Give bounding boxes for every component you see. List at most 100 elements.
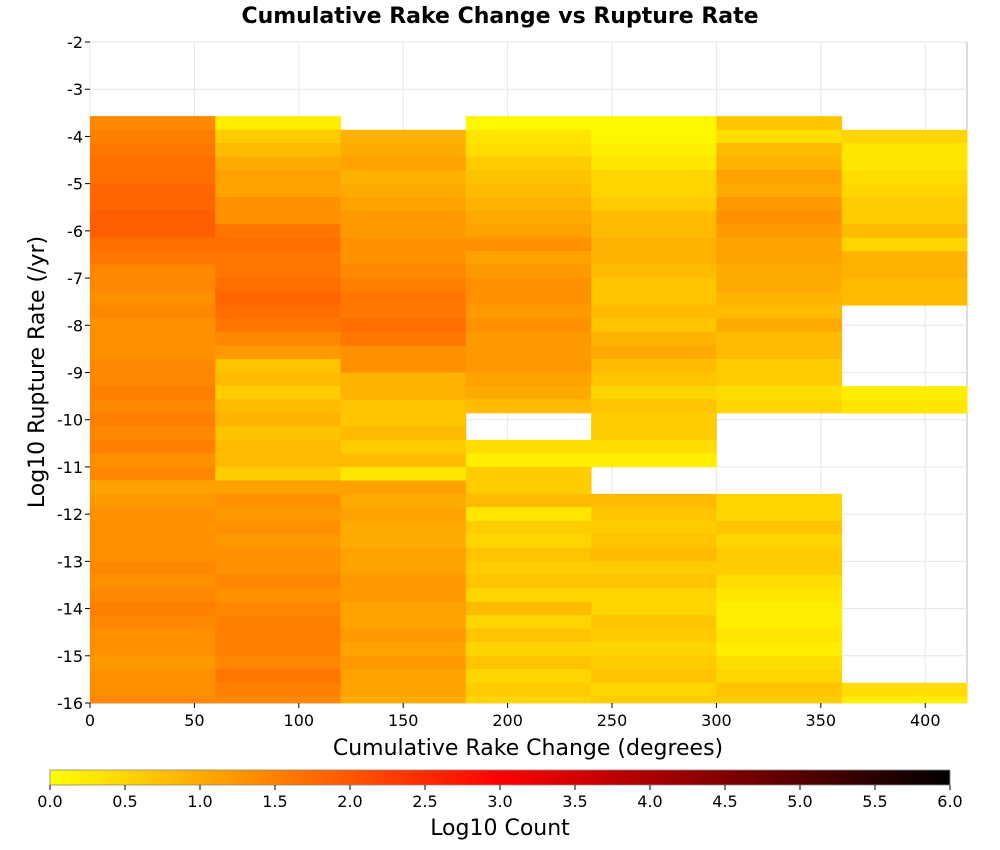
heatmap-cell — [90, 224, 216, 238]
heatmap-cell — [841, 224, 968, 239]
heatmap-cell — [841, 386, 968, 400]
heatmap-cell — [591, 399, 717, 414]
heatmap-cell — [716, 601, 843, 616]
heatmap-cell — [90, 453, 216, 468]
heatmap-cell — [340, 305, 467, 320]
heatmap-cell — [90, 534, 216, 549]
heatmap-cell — [716, 520, 843, 535]
heatmap-cell — [716, 304, 843, 319]
heatmap-cell — [591, 143, 717, 157]
heatmap-cell — [340, 507, 467, 522]
chart-title: Cumulative Rake Change vs Rupture Rate — [241, 4, 758, 29]
heatmap-cell — [591, 318, 717, 333]
heatmap-cell — [90, 143, 216, 157]
heatmap-cell — [465, 520, 592, 535]
y-tick-label: -8 — [67, 316, 83, 335]
heatmap-cell — [340, 386, 467, 400]
heatmap-cell — [591, 129, 717, 144]
heatmap-cell — [465, 655, 592, 670]
heatmap-cell — [340, 251, 467, 266]
heatmap-cell — [90, 278, 216, 292]
heatmap-cell — [716, 251, 843, 265]
y-tick-label: -7 — [67, 269, 83, 288]
heatmap-cell — [90, 628, 216, 643]
heatmap-cell — [215, 318, 341, 333]
heatmap-cell — [215, 412, 341, 427]
heatmap-cell — [340, 129, 467, 144]
heatmap-cell — [90, 493, 216, 508]
heatmap-cell — [465, 197, 592, 211]
heatmap-cell — [465, 628, 592, 643]
heatmap-cell — [340, 628, 467, 643]
heatmap-cell — [465, 291, 592, 306]
heatmap-cell — [591, 628, 717, 643]
heatmap-cell — [215, 493, 341, 508]
heatmap-cell — [465, 143, 592, 157]
y-tick-label: -4 — [67, 127, 83, 146]
heatmap-cell — [465, 439, 592, 454]
heatmap-cell — [340, 615, 467, 630]
x-tick-label: 150 — [388, 711, 419, 730]
heatmap-cell — [215, 642, 341, 657]
heatmap-cell — [90, 331, 216, 346]
heatmap-cell — [841, 251, 968, 266]
heatmap-cell — [90, 183, 216, 198]
heatmap-cell — [591, 170, 717, 184]
heatmap-cell — [591, 601, 717, 616]
colorbar-tick-label: 0.0 — [37, 792, 62, 811]
heatmap-cell — [215, 399, 341, 414]
heatmap-cell — [591, 251, 717, 265]
heatmap-cell — [465, 183, 592, 198]
heatmap-cell — [340, 359, 467, 374]
y-axis-label: Log10 Rupture Rate (/yr) — [25, 236, 50, 508]
heatmap-cell — [591, 534, 717, 549]
heatmap-cell — [215, 183, 341, 198]
heatmap-cell — [90, 426, 216, 441]
heatmap-cell — [465, 372, 592, 387]
heatmap-cell — [215, 291, 341, 306]
heatmap-cell — [841, 278, 968, 293]
heatmap-cell — [340, 143, 467, 158]
heatmap-cell — [716, 655, 843, 670]
heatmap-cell — [90, 210, 216, 225]
heatmap-cell — [215, 534, 341, 549]
heatmap-cell — [841, 183, 968, 198]
heatmap-cell — [90, 669, 216, 684]
heatmap-cell — [340, 224, 467, 239]
heatmap-cell — [716, 588, 843, 603]
heatmap-cell — [841, 237, 968, 252]
heatmap-cell — [841, 264, 968, 279]
heatmap-cell — [340, 332, 467, 347]
heatmap-cell — [716, 318, 843, 333]
heatmap-cell — [215, 682, 341, 697]
heatmap-cell — [90, 358, 216, 373]
heatmap-cell — [340, 413, 467, 427]
heatmap-cell — [591, 183, 717, 198]
colorbar-tick-label: 5.5 — [862, 792, 887, 811]
heatmap-cell — [591, 304, 717, 319]
heatmap-cell — [465, 170, 592, 184]
heatmap-cell — [716, 642, 843, 657]
heatmap-cell — [215, 156, 341, 171]
heatmap-cell — [591, 439, 717, 454]
heatmap-cell — [591, 237, 717, 252]
heatmap-cell — [465, 615, 592, 630]
heatmap-cell — [465, 278, 592, 292]
heatmap-cell — [90, 642, 216, 657]
heatmap-cell — [465, 601, 592, 616]
heatmap-cell — [465, 116, 592, 131]
heatmap-cell — [841, 170, 968, 185]
heatmap-cell — [465, 507, 592, 522]
heatmap-cell — [215, 345, 341, 360]
heatmap-cell — [591, 669, 717, 684]
heatmap-cell — [465, 574, 592, 589]
heatmap-cell — [215, 669, 341, 684]
heatmap-cell — [716, 143, 843, 157]
heatmap-cell — [591, 655, 717, 670]
heatmap-cell — [90, 439, 216, 454]
colorbar-tick-label: 1.5 — [262, 792, 287, 811]
y-tick-label: -16 — [57, 694, 83, 713]
heatmap-cell — [465, 210, 592, 225]
heatmap-cell — [340, 264, 467, 279]
heatmap-cell — [716, 331, 843, 346]
